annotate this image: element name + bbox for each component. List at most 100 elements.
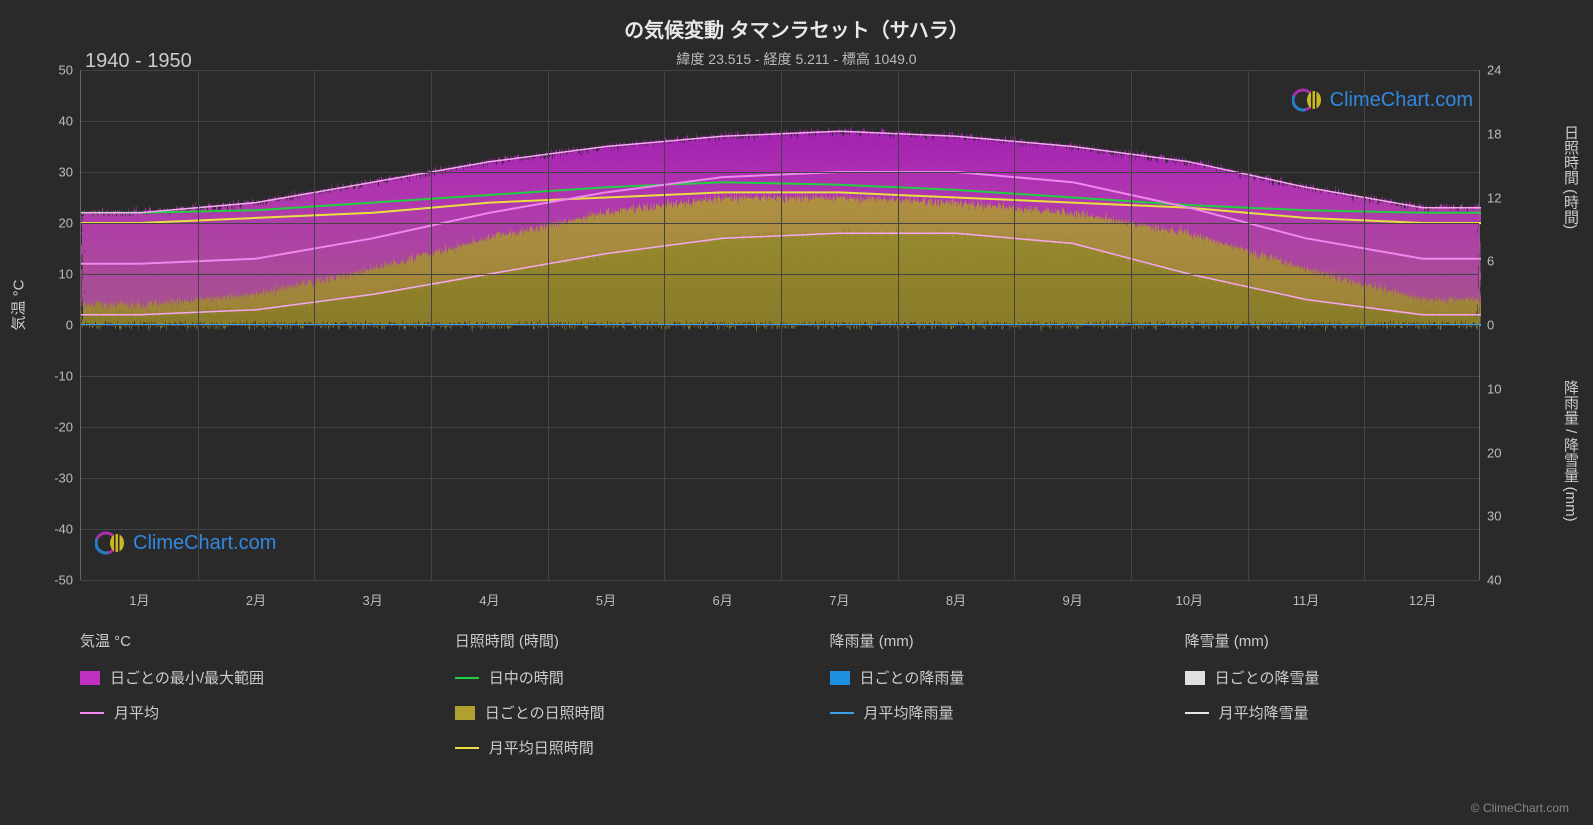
legend-column: 降雨量 (mm) 日ごとの降雨量月平均降雨量 xyxy=(830,630,1145,758)
legend-item: 日ごとの降雨量 xyxy=(830,667,1145,688)
gridline-v xyxy=(1364,70,1365,580)
legend-header: 日照時間 (時間) xyxy=(455,630,790,651)
legend-label: 月平均降雪量 xyxy=(1219,702,1309,723)
y-tick-right: 12 xyxy=(1487,190,1501,205)
legend-column: 日照時間 (時間) 日中の時間日ごとの日照時間月平均日照時間 xyxy=(455,630,790,758)
x-tick: 11月 xyxy=(1293,590,1320,609)
gridline-h xyxy=(81,427,1479,428)
y-axis-right-label-sunshine: 日照時間 (時間) xyxy=(1560,125,1581,229)
y-tick-right: 0 xyxy=(1487,318,1494,333)
copyright: © ClimeChart.com xyxy=(1471,801,1569,815)
legend-column: 降雪量 (mm) 日ごとの降雪量月平均降雪量 xyxy=(1185,630,1480,758)
legend-label: 日ごとの日照時間 xyxy=(485,702,605,723)
x-tick: 6月 xyxy=(713,590,733,609)
y-tick-left: 10 xyxy=(59,267,73,282)
y-tick-left: -50 xyxy=(54,573,73,588)
gridline-v xyxy=(1248,70,1249,580)
y-axis-left-label: 気温 °C xyxy=(8,280,29,331)
gridline-v xyxy=(664,70,665,580)
gridline-v xyxy=(898,70,899,580)
legend-item: 月平均日照時間 xyxy=(455,737,790,758)
x-tick: 7月 xyxy=(829,590,849,609)
x-tick: 5月 xyxy=(596,590,616,609)
y-tick-left: 0 xyxy=(66,318,73,333)
swatch-box-icon xyxy=(455,706,475,720)
y-tick-right: 6 xyxy=(1487,254,1494,269)
swatch-box-icon xyxy=(80,671,100,685)
legend-item: 月平均降雪量 xyxy=(1185,702,1480,723)
gridline-h xyxy=(81,172,1479,173)
legend-item: 月平均降雨量 xyxy=(830,702,1145,723)
y-tick-right: 10 xyxy=(1487,381,1501,396)
gridline-v xyxy=(198,70,199,580)
y-tick-left: 40 xyxy=(59,114,73,129)
swatch-line-icon xyxy=(1185,712,1209,714)
watermark-logo-bottom: ClimeChart.com xyxy=(95,528,276,558)
y-tick-left: 30 xyxy=(59,165,73,180)
gridline-v xyxy=(431,70,432,580)
climechart-logo-icon xyxy=(95,528,125,558)
swatch-line-icon xyxy=(455,677,479,679)
legend-label: 月平均日照時間 xyxy=(489,737,594,758)
gridline-h xyxy=(81,529,1479,530)
y-tick-left: -20 xyxy=(54,420,73,435)
x-tick: 3月 xyxy=(363,590,383,609)
legend-label: 月平均 xyxy=(114,702,159,723)
legend-item: 日ごとの降雪量 xyxy=(1185,667,1480,688)
legend-item: 日中の時間 xyxy=(455,667,790,688)
legend-item: 日ごとの日照時間 xyxy=(455,702,790,723)
y-tick-left: 50 xyxy=(59,63,73,78)
gridline-h xyxy=(81,223,1479,224)
gridline-v xyxy=(314,70,315,580)
legend-label: 月平均降雨量 xyxy=(864,702,954,723)
gridline-v xyxy=(1014,70,1015,580)
x-tick: 8月 xyxy=(946,590,966,609)
legend: 気温 °C 日ごとの最小/最大範囲月平均 日照時間 (時間) 日中の時間日ごとの日照時… xyxy=(80,630,1480,758)
x-tick: 2月 xyxy=(246,590,266,609)
gridline-h xyxy=(81,121,1479,122)
legend-label: 日ごとの最小/最大範囲 xyxy=(110,667,264,688)
gridline-h xyxy=(81,325,1479,326)
chart-title: の気候変動 タマンラセット（サハラ） xyxy=(0,0,1593,43)
y-tick-left: -40 xyxy=(54,522,73,537)
y-tick-right: 30 xyxy=(1487,509,1501,524)
gridline-v xyxy=(1131,70,1132,580)
y-tick-left: -30 xyxy=(54,471,73,486)
y-tick-right: 40 xyxy=(1487,573,1501,588)
gridline-h xyxy=(81,70,1479,71)
swatch-line-icon xyxy=(830,712,854,714)
gridline-h xyxy=(81,376,1479,377)
gridline-v xyxy=(548,70,549,580)
x-tick: 10月 xyxy=(1176,590,1203,609)
legend-header: 気温 °C xyxy=(80,630,415,651)
watermark-text: ClimeChart.com xyxy=(1330,89,1473,112)
gridline-v xyxy=(781,70,782,580)
swatch-line-icon xyxy=(80,712,104,714)
legend-item: 月平均 xyxy=(80,702,415,723)
swatch-box-icon xyxy=(830,671,850,685)
legend-header: 降雪量 (mm) xyxy=(1185,630,1480,651)
x-tick: 1月 xyxy=(129,590,149,609)
x-tick: 9月 xyxy=(1063,590,1083,609)
legend-header: 降雨量 (mm) xyxy=(830,630,1145,651)
gridline-h xyxy=(81,274,1479,275)
legend-column: 気温 °C 日ごとの最小/最大範囲月平均 xyxy=(80,630,415,758)
y-tick-right: 24 xyxy=(1487,63,1501,78)
climate-chart: の気候変動 タマンラセット（サハラ） 緯度 23.515 - 経度 5.211 … xyxy=(0,0,1593,825)
y-tick-right: 18 xyxy=(1487,126,1501,141)
swatch-line-icon xyxy=(455,747,479,749)
legend-label: 日ごとの降雨量 xyxy=(860,667,965,688)
watermark-text: ClimeChart.com xyxy=(133,532,276,555)
legend-label: 日中の時間 xyxy=(489,667,564,688)
legend-label: 日ごとの降雪量 xyxy=(1215,667,1320,688)
y-tick-left: -10 xyxy=(54,369,73,384)
y-axis-right-label-precip: 降雨量 / 降雪量 (mm) xyxy=(1560,380,1581,522)
x-tick: 4月 xyxy=(479,590,499,609)
gridline-h xyxy=(81,580,1479,581)
y-tick-right: 20 xyxy=(1487,445,1501,460)
swatch-box-icon xyxy=(1185,671,1205,685)
climechart-logo-icon xyxy=(1292,85,1322,115)
gridline-h xyxy=(81,478,1479,479)
chart-subtitle: 緯度 23.515 - 経度 5.211 - 標高 1049.0 xyxy=(0,43,1593,69)
plot-area: 50403020100-10-20-30-40-5024181260102030… xyxy=(80,70,1480,580)
